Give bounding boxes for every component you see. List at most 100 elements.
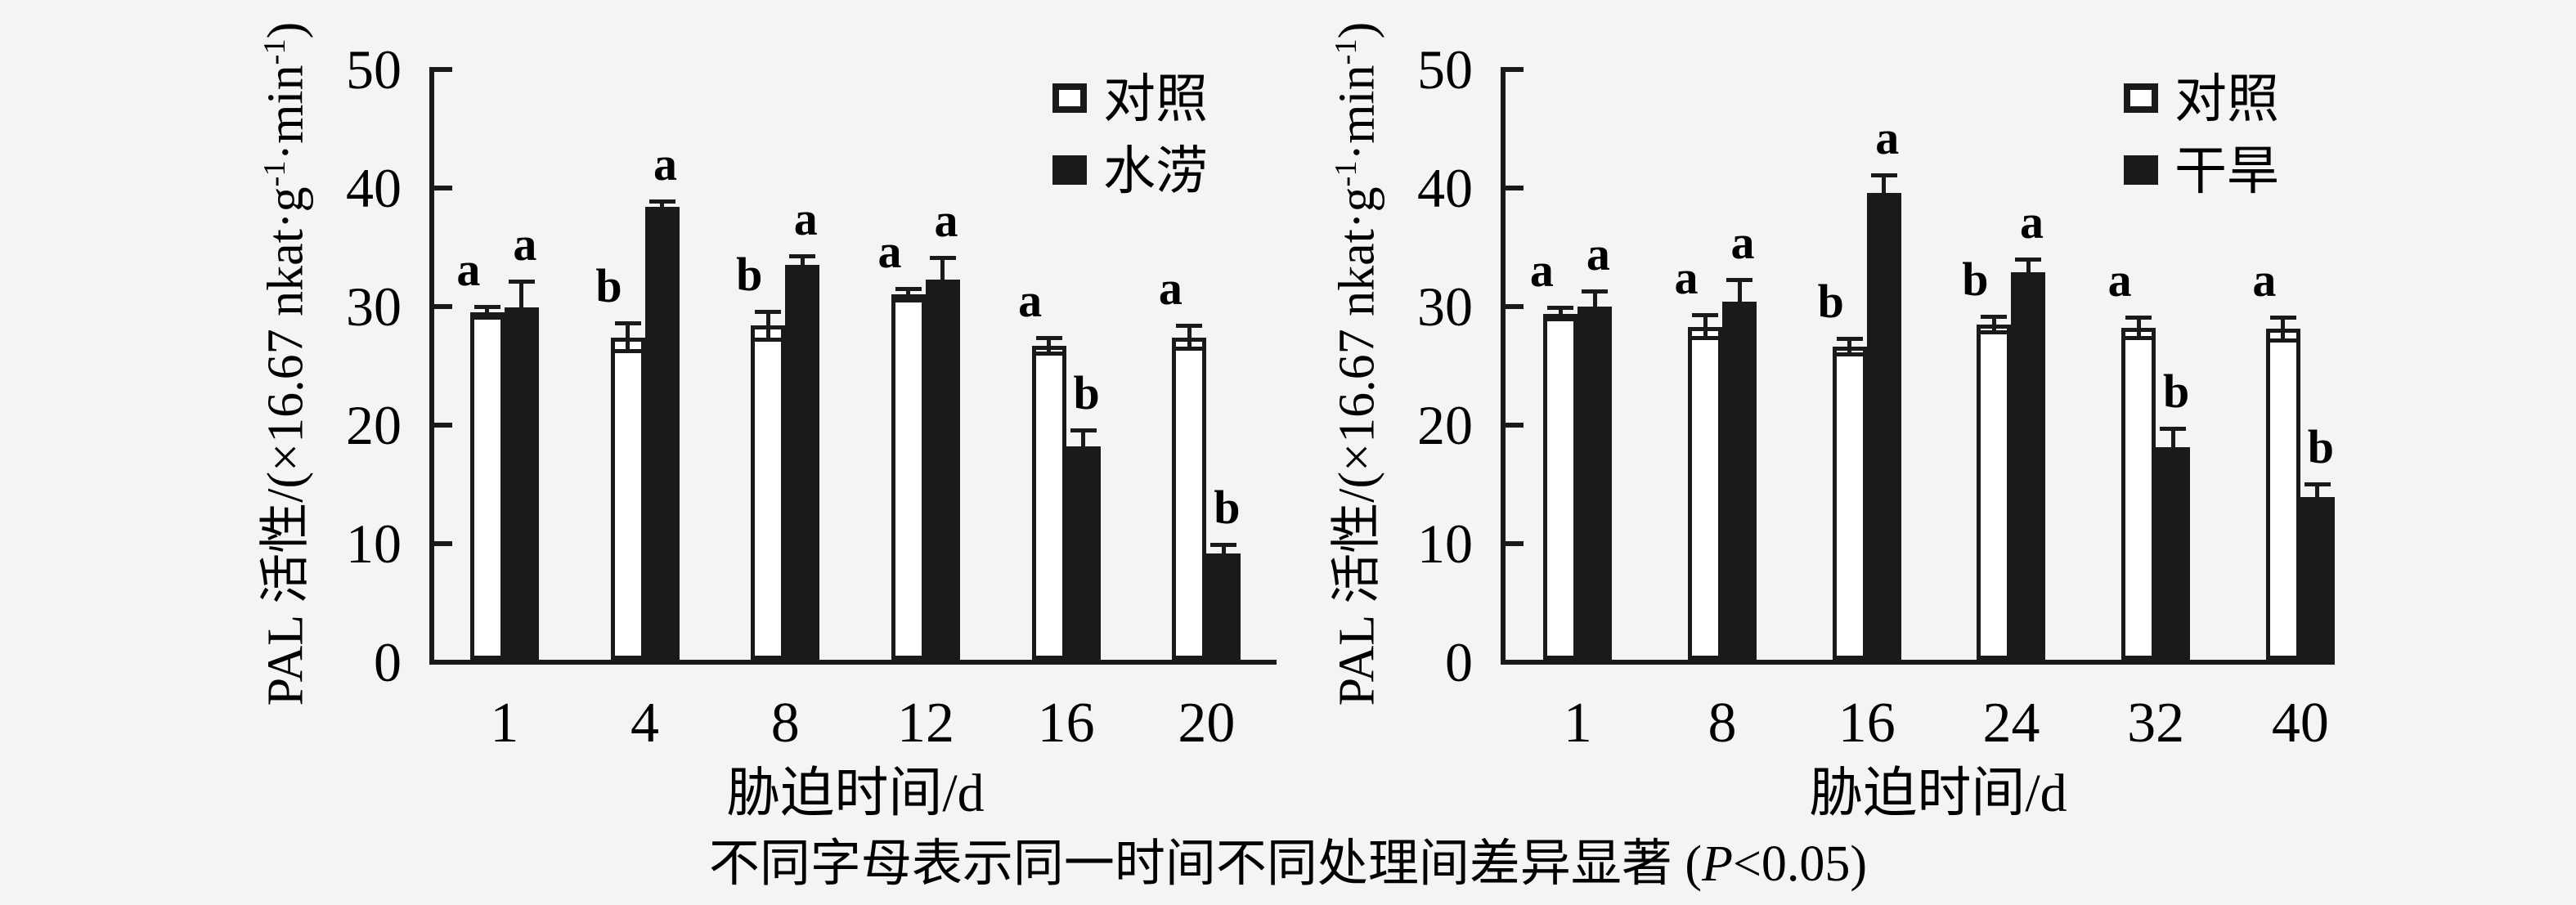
y-axis-title-part: -1 <box>1329 160 1363 187</box>
sig-letter-control-day12: a <box>877 225 902 279</box>
error-bar-waterlogging-day1 <box>519 281 524 334</box>
error-cap-bottom <box>2269 338 2296 343</box>
legend-swatch-control <box>2124 83 2158 113</box>
error-cap-bottom <box>648 210 675 215</box>
sig-letter-drought-day16: a <box>1875 110 1900 164</box>
error-cap-bottom <box>1836 352 1863 357</box>
y-tick-label: 30 <box>1417 276 1473 338</box>
error-bar-control-day32 <box>2136 316 2141 339</box>
y-tick-label: 0 <box>374 631 402 693</box>
figure-caption: 不同字母表示同一时间不同处理间差异显著 (P<0.05) <box>0 836 2576 894</box>
x-tick-label-day8: 8 <box>1708 692 1737 755</box>
error-cap-bottom <box>614 349 641 353</box>
error-bar-control-day1 <box>485 306 490 319</box>
error-cap-bottom <box>895 298 922 302</box>
sig-letter-drought-day32: b <box>2163 365 2190 419</box>
y-tick-label: 50 <box>1417 38 1473 101</box>
error-bar-control-day24 <box>1991 316 1996 333</box>
y-tick <box>434 304 452 309</box>
bar-waterlogging-day12 <box>925 279 960 660</box>
y-axis-title: PAL 活性/(×16.67 nkat·g-1·min-1) <box>1329 0 1396 773</box>
error-cap-bottom <box>755 337 782 342</box>
y-tick-label: 0 <box>1445 631 1473 693</box>
y-tick <box>1506 186 1524 190</box>
error-cap-top <box>2160 427 2187 432</box>
y-axis-title-part: PAL 活性/(×16.67 nkat·g <box>1329 186 1385 706</box>
y-tick <box>434 423 452 428</box>
sig-letter-waterlogging-day20: b <box>1214 481 1241 535</box>
sig-letter-waterlogging-day4: a <box>653 137 678 190</box>
bar-drought-day16 <box>1866 192 1901 660</box>
error-bar-control-day16 <box>1847 338 1852 356</box>
bar-control-day1 <box>1543 313 1578 660</box>
bar-drought-day8 <box>1722 302 1757 660</box>
legend-label-control: 对照 <box>1103 70 1208 128</box>
error-bar-drought-day40 <box>2315 484 2320 511</box>
error-bar-waterlogging-day16 <box>1081 429 1086 464</box>
x-tick-label-day16: 16 <box>1037 692 1095 755</box>
bar-control-day4 <box>610 337 645 660</box>
error-cap-top <box>2015 257 2042 262</box>
error-cap-bottom <box>1070 460 1097 465</box>
error-bar-waterlogging-day4 <box>660 200 665 213</box>
caption-p-symbol: P <box>1702 836 1733 892</box>
y-tick-label: 10 <box>1417 513 1473 575</box>
x-axis-title: 胁迫时间/d <box>726 764 985 823</box>
y-tick-label: 20 <box>1417 394 1473 456</box>
error-bar-waterlogging-day12 <box>940 258 945 301</box>
legend-label-control: 对照 <box>2174 70 2279 128</box>
sig-letter-drought-day24: a <box>2019 195 2044 249</box>
error-bar-control-day16 <box>1047 337 1052 354</box>
bar-control-day1 <box>469 312 505 660</box>
error-cap-top <box>895 287 922 292</box>
y-axis-title-part: ) <box>1329 21 1385 39</box>
sig-letter-control-day1: a <box>456 242 481 296</box>
error-cap-bottom <box>1981 329 2008 334</box>
error-bar-drought-day24 <box>2026 258 2031 285</box>
error-cap-top <box>1547 306 1574 311</box>
bar-waterlogging-day16 <box>1066 446 1101 660</box>
bar-drought-day1 <box>1577 306 1613 660</box>
bar-control-day16 <box>1832 347 1867 660</box>
error-bar-control-day8 <box>1703 315 1708 339</box>
error-cap-top <box>1981 314 2008 319</box>
x-tick-label-day16: 16 <box>1838 692 1896 755</box>
x-tick-label-day40: 40 <box>2271 692 2329 755</box>
bar-control-day20 <box>1172 337 1207 660</box>
error-cap-bottom <box>929 298 956 302</box>
sig-letter-control-day16: a <box>1018 273 1043 327</box>
error-bar-drought-day1 <box>1592 291 1597 322</box>
sig-letter-control-day24: b <box>1962 252 1989 306</box>
sig-letter-waterlogging-day12: a <box>934 194 958 248</box>
y-tick <box>434 186 452 190</box>
error-bar-control-day8 <box>765 311 770 340</box>
legend-label-drought: 干旱 <box>2174 142 2279 200</box>
y-axis <box>429 67 434 665</box>
x-tick-label-day1: 1 <box>490 692 519 755</box>
y-axis <box>1501 67 1506 665</box>
sig-letter-control-day8: a <box>1674 251 1699 305</box>
sig-letter-drought-day8: a <box>1730 215 1755 269</box>
error-cap-top <box>789 253 816 258</box>
bar-control-day8 <box>1688 326 1723 660</box>
error-bar-waterlogging-day20 <box>1221 544 1226 562</box>
error-cap-top <box>1692 313 1719 318</box>
error-cap-bottom <box>1870 208 1897 213</box>
sig-letter-control-day4: b <box>595 259 622 313</box>
x-axis <box>429 660 1277 665</box>
error-cap-top <box>2304 482 2331 487</box>
x-tick-label-day1: 1 <box>1563 692 1592 755</box>
error-cap-top <box>614 321 641 326</box>
error-cap-top <box>1726 277 1753 282</box>
y-tick <box>1506 541 1524 546</box>
sig-letter-waterlogging-day8: a <box>793 191 818 245</box>
error-cap-bottom <box>508 331 535 336</box>
bar-control-day24 <box>1977 324 2012 660</box>
y-tick-label: 20 <box>346 394 402 456</box>
x-tick-label-day12: 12 <box>896 692 954 755</box>
sig-letter-control-day40: a <box>2252 253 2277 307</box>
legend-swatch-control <box>1052 83 1087 113</box>
y-axis-title-part: -1 <box>258 160 292 187</box>
error-cap-bottom <box>1035 351 1062 356</box>
